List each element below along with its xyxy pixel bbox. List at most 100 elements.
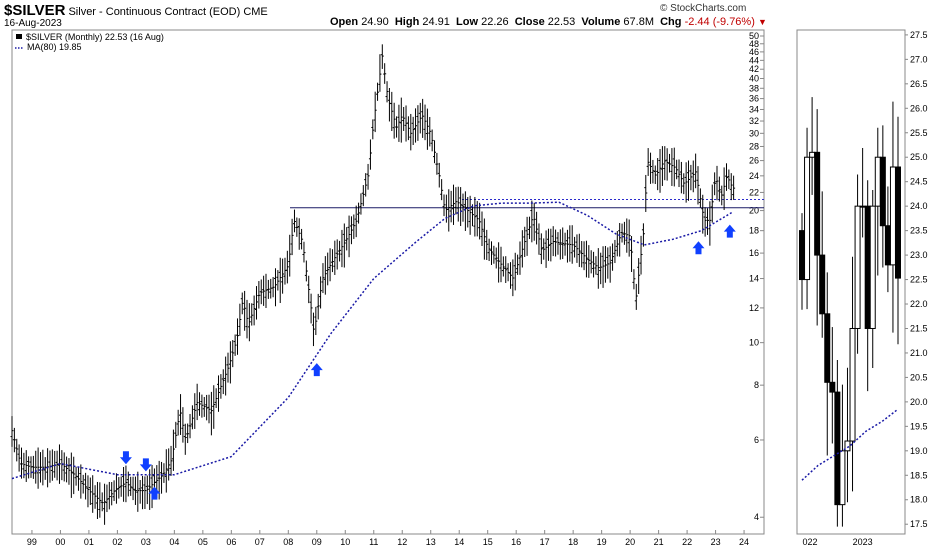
zoom-candle-body <box>849 327 856 442</box>
y-tick-label: 40 <box>749 74 759 84</box>
zoom-candle-body <box>809 151 816 158</box>
x-tick-label: 22 <box>682 537 692 546</box>
low-label: Low <box>456 16 479 28</box>
description: Silver - Continuous Contract (EOD) <box>68 6 241 18</box>
zoom-candle-body <box>819 254 826 315</box>
x-tick-label: 09 <box>312 537 322 546</box>
zoom-y-tick-label: 21.5 <box>910 323 928 333</box>
x-tick-label: 23 <box>711 537 721 546</box>
exchange: CME <box>243 6 268 18</box>
x-tick-label: 00 <box>55 537 65 546</box>
x-tick-label: 07 <box>255 537 265 546</box>
zoom-chart: 17.5 18.0 18.5 19.0 19.5 20.0 20.5 21.0 21.5 22.0… <box>799 30 928 546</box>
zoom-y-tick-label: 27.5 <box>910 30 928 40</box>
zoom-candle-body <box>884 225 891 266</box>
stockcharts-logo: © StockCharts.com <box>660 3 747 14</box>
up-arrow-marker <box>310 363 323 377</box>
zoom-candle-body <box>874 156 881 207</box>
y-tick-label: 24 <box>749 171 759 181</box>
zoom-candle-body <box>814 151 821 256</box>
y-tick-label: 48 <box>749 39 759 49</box>
open-label: Open <box>330 16 359 28</box>
zoom-y-tick-label: 20.0 <box>910 397 928 407</box>
legend-series-ma: MA(80) 19.85 <box>27 42 82 52</box>
zoom-x-tick-label: 2023 <box>853 537 873 546</box>
down-triangle-icon: ▼ <box>757 17 767 27</box>
y-tick-label: 16 <box>749 248 759 258</box>
zoom-x-tick-label: 022 <box>802 537 817 546</box>
high-value: 24.91 <box>422 16 450 28</box>
down-arrow-marker <box>139 458 152 472</box>
x-tick-label: 13 <box>426 537 436 546</box>
x-tick-label: 05 <box>198 537 208 546</box>
y-tick-label: 34 <box>749 104 759 114</box>
main-plot-frame <box>11 29 765 535</box>
up-arrow-marker <box>723 224 736 238</box>
y-tick-label: 26 <box>749 156 759 166</box>
x-tick-label: 20 <box>625 537 635 546</box>
chg-label: Chg <box>660 16 682 28</box>
zoom-candle-body <box>834 391 841 506</box>
y-tick-label: 20 <box>749 206 759 216</box>
y-tick-label: 4 <box>754 512 759 522</box>
legend: $SILVER (Monthly) 22.53 (16 Aug) MA(80) … <box>15 32 164 52</box>
y-tick-label: 46 <box>749 47 759 57</box>
y-tick-label: 22 <box>749 187 759 197</box>
low-value: 22.26 <box>481 16 509 28</box>
zoom-y-tick-label: 26.5 <box>910 79 928 89</box>
zoom-plot-frame <box>796 29 906 535</box>
zoom-candle-body <box>844 440 851 452</box>
down-arrow-marker <box>119 451 132 465</box>
zoom-y-tick-label: 25.0 <box>910 152 928 162</box>
y-tick-label: 30 <box>749 128 759 138</box>
quote-bar: Open 24.90 High 24.91 Low 22.26 Close 22… <box>330 16 767 28</box>
zoom-y-tick-label: 19.0 <box>910 446 928 456</box>
x-tick-label: 06 <box>226 537 236 546</box>
y-tick-label: 12 <box>749 303 759 313</box>
zoom-candle-body <box>824 313 831 383</box>
zoom-candle-body <box>869 205 876 329</box>
zoom-y-tick-label: 21.0 <box>910 348 928 358</box>
zoom-candle-body <box>895 166 901 279</box>
y-tick-label: 14 <box>749 274 759 284</box>
x-tick-label: 17 <box>540 537 550 546</box>
open-value: 24.90 <box>361 16 389 28</box>
chart-date: 16-Aug-2023 <box>4 18 62 29</box>
zoom-y-tick-label: 19.5 <box>910 421 928 431</box>
y-tick-label: 10 <box>749 338 759 348</box>
y-tick-label: 44 <box>749 55 759 65</box>
zoom-candle-body <box>839 450 846 506</box>
up-arrow-marker <box>148 486 161 500</box>
zoom-y-tick-label: 18.5 <box>910 470 928 480</box>
zoom-y-tick-label: 17.5 <box>910 519 928 529</box>
y-tick-label: 18 <box>749 226 759 236</box>
up-arrow-marker <box>692 241 705 255</box>
high-label: High <box>394 16 420 28</box>
zoom-candle-body <box>829 381 836 393</box>
zoom-y-tick-label: 27.0 <box>910 54 928 64</box>
zoom-y-tick-label: 23.5 <box>910 226 928 236</box>
x-tick-label: 08 <box>283 537 293 546</box>
zoom-candle-body <box>864 205 871 329</box>
zoom-candle-body <box>889 166 896 266</box>
y-tick-label: 38 <box>749 83 759 93</box>
zoom-candle-body <box>799 230 805 281</box>
x-tick-label: 11 <box>369 537 378 546</box>
x-tick-label: 21 <box>654 537 664 546</box>
y-tick-label: 36 <box>749 94 759 104</box>
x-tick-label: 24 <box>739 537 749 546</box>
x-tick-label: 14 <box>454 537 464 546</box>
x-tick-label: 04 <box>169 537 179 546</box>
zoom-y-tick-label: 25.5 <box>910 128 928 138</box>
y-tick-label: 42 <box>749 64 759 74</box>
zoom-candle-body <box>859 205 866 208</box>
y-tick-label: 8 <box>754 380 759 390</box>
zoom-candle-body <box>854 205 861 329</box>
y-tick-label: 32 <box>749 116 759 126</box>
x-tick-label: 15 <box>483 537 493 546</box>
x-tick-label: 02 <box>112 537 122 546</box>
x-tick-label: 16 <box>511 537 521 546</box>
y-tick-label: 28 <box>749 141 759 151</box>
zoom-y-tick-label: 24.5 <box>910 177 928 187</box>
